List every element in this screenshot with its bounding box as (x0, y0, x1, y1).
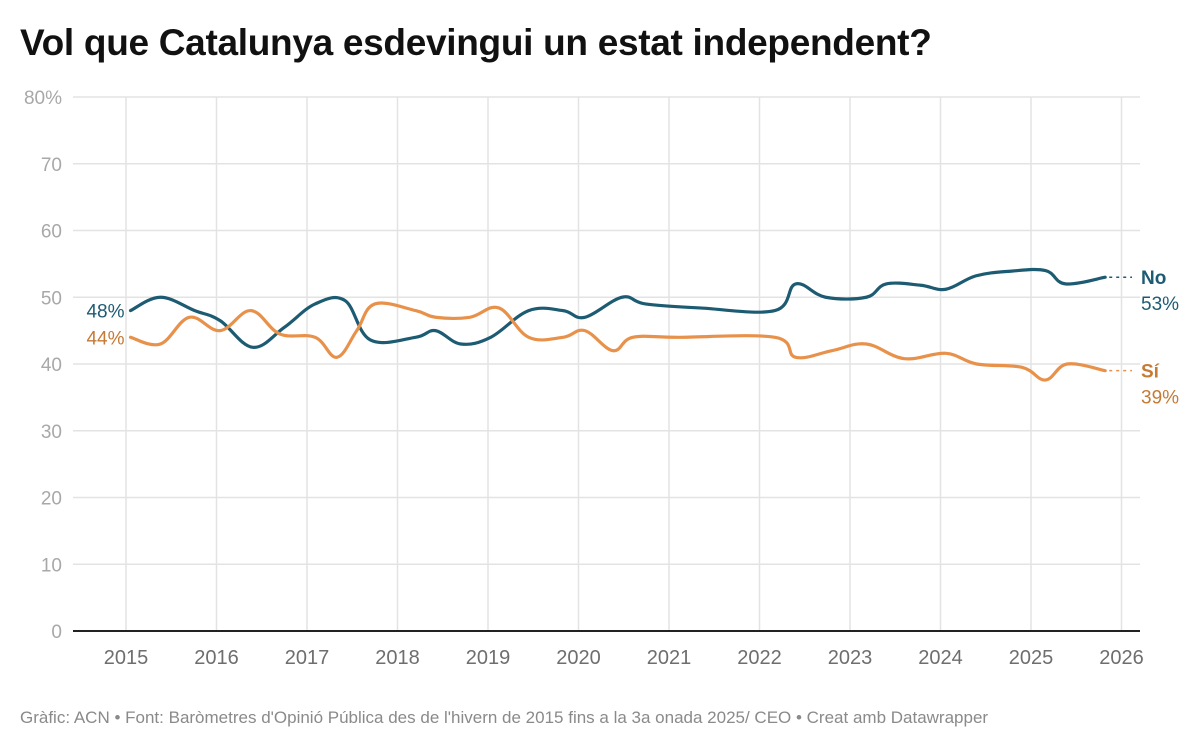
start-label-no: 48% (86, 302, 124, 323)
y-tick-label: 80% (24, 88, 62, 109)
y-tick-label: 50 (41, 288, 62, 309)
x-tick-label: 2022 (737, 647, 782, 669)
x-tick-label: 2024 (918, 647, 963, 669)
x-tick-label: 2019 (466, 647, 511, 669)
y-tick-label: 60 (41, 222, 62, 243)
x-tick-label: 2017 (285, 647, 330, 669)
y-tick-label: 30 (41, 422, 62, 443)
legend-label-no: No (1141, 268, 1166, 289)
end-label-si: 39% (1141, 388, 1179, 409)
y-axis-ticks: 0 10 20 30 40 50 60 70 80% (24, 88, 62, 643)
x-tick-label: 2023 (828, 647, 873, 669)
y-tick-label: 40 (41, 355, 62, 376)
x-axis-ticks: 2015 2016 2017 2018 2019 2020 2021 2022 2023 2024… (104, 647, 1144, 669)
x-tick-label: 2015 (104, 647, 149, 669)
y-tick-label: 10 (41, 555, 62, 576)
x-tick-label: 2018 (375, 647, 420, 669)
grid-lines (73, 96, 1140, 631)
x-tick-label: 2016 (194, 647, 239, 669)
x-tick-label: 2021 (647, 647, 692, 669)
series-line-no (128, 267, 1107, 349)
y-tick-label: 20 (41, 489, 62, 510)
x-tick-label: 2025 (1009, 647, 1054, 669)
chart-title: Vol que Catalunya esdevingui un estat in… (20, 22, 932, 63)
series-lines (128, 267, 1107, 382)
x-tick-label: 2026 (1099, 647, 1144, 669)
series-line-si (128, 301, 1107, 382)
end-label-no: 53% (1141, 294, 1179, 315)
legend-label-si: Sí (1141, 362, 1160, 383)
chart-footer: Gràfic: ACN • Font: Baròmetres d'Opinió … (20, 708, 989, 727)
y-tick-label: 0 (51, 622, 62, 643)
x-tick-label: 2020 (556, 647, 601, 669)
y-tick-label: 70 (41, 155, 62, 176)
start-label-si: 44% (86, 328, 124, 349)
series-labels: 48% No 53% 44% Sí 39% (86, 268, 1179, 408)
